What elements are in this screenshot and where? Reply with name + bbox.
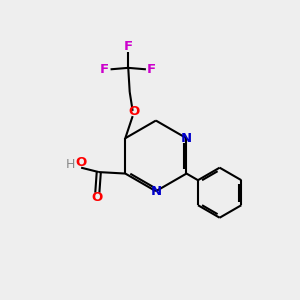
Text: F: F: [147, 63, 156, 76]
Text: H: H: [66, 158, 76, 171]
Text: O: O: [92, 191, 103, 205]
Text: N: N: [181, 132, 192, 145]
Text: O: O: [76, 156, 87, 169]
Text: N: N: [150, 185, 161, 198]
Text: F: F: [100, 63, 109, 76]
Text: O: O: [128, 105, 140, 118]
Text: F: F: [124, 40, 133, 53]
